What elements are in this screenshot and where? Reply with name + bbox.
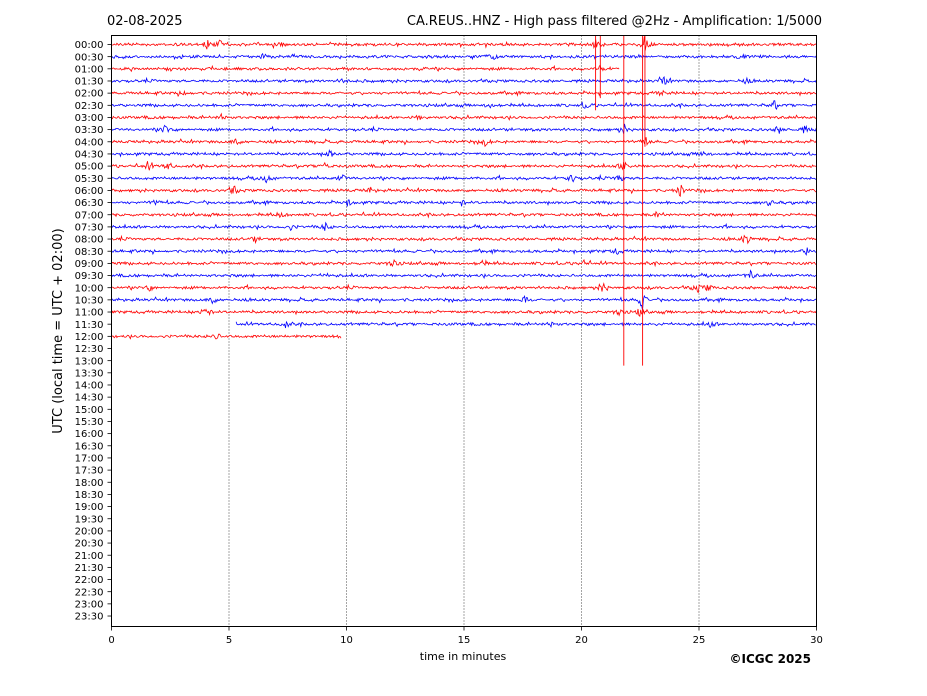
y-tick-label: 05:30 — [75, 174, 104, 185]
trace-0630 — [111, 199, 817, 207]
x-tick-label: 5 — [226, 635, 232, 646]
date-label: 02-08-2025 — [107, 14, 183, 29]
y-tick-label: 19:00 — [75, 502, 104, 513]
y-tick-label: 23:30 — [75, 612, 104, 623]
y-tick-label: 11:00 — [75, 308, 104, 319]
trace-1000 — [111, 282, 817, 294]
trace-0000 — [111, 36, 817, 51]
x-tick-label: 10 — [340, 635, 353, 646]
y-tick-label: 00:30 — [75, 52, 104, 63]
trace-0330 — [111, 123, 817, 134]
x-axis-ticks: 0 5 10 15 20 25 30 — [108, 626, 823, 646]
y-tick-label: 04:30 — [75, 150, 104, 161]
trace-0900 — [111, 258, 817, 268]
vertical-gridlines — [228, 35, 700, 627]
trace-0300 — [111, 112, 817, 121]
y-tick-label: 00:00 — [75, 40, 104, 51]
y-tick-label: 10:00 — [75, 283, 104, 294]
y-tick-label: 20:00 — [75, 527, 104, 538]
x-tick-label: 20 — [575, 635, 588, 646]
y-tick-label: 12:30 — [75, 344, 104, 355]
trace-0800 — [111, 234, 817, 245]
y-tick-label: 18:00 — [75, 478, 104, 489]
y-tick-label: 21:30 — [75, 563, 104, 574]
trace-0730 — [111, 221, 817, 232]
y-tick-label: 06:30 — [75, 198, 104, 209]
y-tick-label: 14:30 — [75, 393, 104, 404]
y-tick-label: 17:00 — [75, 454, 104, 465]
y-tick-label: 22:30 — [75, 587, 104, 598]
y-tick-label: 21:00 — [75, 551, 104, 562]
trace-0530 — [111, 173, 817, 184]
y-tick-label: 03:00 — [75, 113, 104, 124]
y-tick-label: 08:00 — [75, 235, 104, 246]
y-tick-label: 20:30 — [75, 539, 104, 550]
trace-0600 — [111, 184, 817, 198]
y-tick-label: 19:30 — [75, 514, 104, 525]
y-tick-label: 02:00 — [75, 89, 104, 100]
y-tick-label: 13:00 — [75, 356, 104, 367]
trace-0200 — [111, 89, 817, 98]
y-tick-label: 15:00 — [75, 405, 104, 416]
chart-title: CA.REUS..HNZ - High pass filtered @2Hz -… — [407, 14, 822, 29]
x-axis-label: time in minutes — [420, 650, 507, 663]
y-tick-label: 08:30 — [75, 247, 104, 258]
y-tick-label: 04:00 — [75, 137, 104, 148]
y-tick-label: 03:30 — [75, 125, 104, 136]
plot-frame — [111, 35, 817, 627]
y-tick-label: 09:00 — [75, 259, 104, 270]
y-tick-label: 10:30 — [75, 295, 104, 306]
y-tick-label: 05:00 — [75, 162, 104, 173]
y-tick-label: 07:30 — [75, 223, 104, 234]
y-tick-label: 13:30 — [75, 368, 104, 379]
y-tick-label: 07:00 — [75, 210, 104, 221]
x-tick-label: 30 — [810, 635, 823, 646]
trace-0230 — [111, 100, 817, 110]
trace-0500 — [111, 161, 817, 171]
x-tick-label: 0 — [108, 635, 114, 646]
long-spikes — [595, 35, 646, 366]
trace-0030 — [111, 52, 817, 61]
trace-0700 — [111, 210, 817, 219]
trace-0830 — [111, 247, 817, 256]
trace-1130 — [235, 320, 816, 329]
y-tick-label: 18:30 — [75, 490, 104, 501]
seismic-traces — [111, 36, 817, 340]
y-tick-label: 17:30 — [75, 466, 104, 477]
y-tick-label: 01:30 — [75, 77, 104, 88]
copyright-label: ©ICGC 2025 — [729, 652, 811, 666]
trace-0130 — [111, 75, 817, 85]
y-tick-label: 02:30 — [75, 101, 104, 112]
y-tick-label: 16:30 — [75, 441, 104, 452]
y-tick-label: 11:30 — [75, 320, 104, 331]
trace-0400 — [111, 137, 817, 148]
trace-1200 — [111, 333, 342, 340]
trace-0430 — [111, 148, 817, 158]
y-tick-label: 09:30 — [75, 271, 104, 282]
trace-1100 — [111, 308, 817, 317]
trace-0100 — [111, 64, 620, 73]
trace-0930 — [111, 269, 817, 279]
y-tick-label: 15:30 — [75, 417, 104, 428]
y-tick-label: 22:00 — [75, 575, 104, 586]
trace-1030 — [111, 294, 817, 311]
y-axis-label: UTC (local time = UTC + 02:00) — [51, 228, 66, 433]
y-tick-label: 14:00 — [75, 381, 104, 392]
y-tick-label: 23:00 — [75, 599, 104, 610]
y-tick-label: 01:00 — [75, 64, 104, 75]
x-tick-label: 15 — [458, 635, 471, 646]
y-tick-label: 16:00 — [75, 429, 104, 440]
y-tick-label: 06:00 — [75, 186, 104, 197]
y-tick-label: 12:00 — [75, 332, 104, 343]
x-tick-label: 25 — [693, 635, 706, 646]
